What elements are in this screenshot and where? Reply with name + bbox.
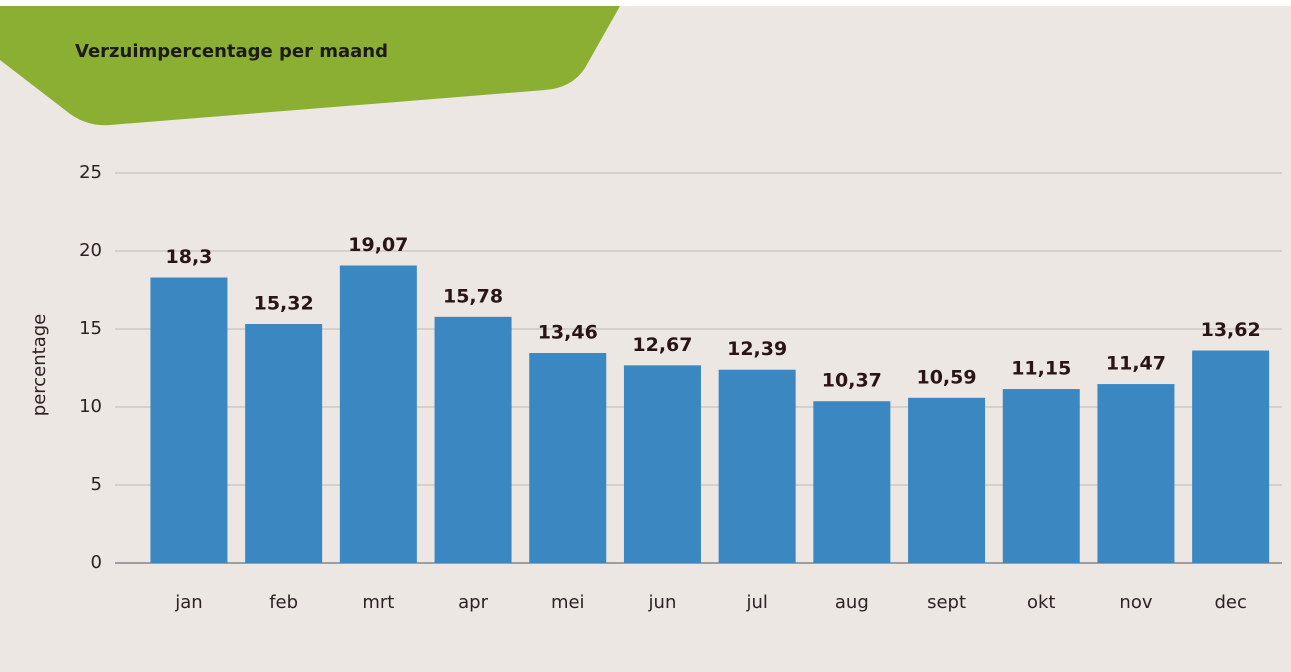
bar xyxy=(718,369,796,563)
bar xyxy=(339,265,417,563)
value-label: 11,15 xyxy=(1011,358,1071,380)
x-tick-label: jun xyxy=(648,592,677,613)
y-tick-label: 25 xyxy=(79,162,102,183)
bar xyxy=(813,401,891,563)
y-tick-label: 5 xyxy=(91,474,102,495)
x-tick-label: dec xyxy=(1214,592,1246,613)
value-label: 19,07 xyxy=(348,234,408,256)
value-label: 10,59 xyxy=(916,366,976,388)
x-tick-label: mrt xyxy=(362,592,394,613)
bar xyxy=(1192,350,1270,563)
bar xyxy=(1097,384,1175,563)
value-label: 12,39 xyxy=(727,338,787,360)
value-label: 13,46 xyxy=(538,322,598,344)
value-label: 11,47 xyxy=(1106,353,1166,375)
y-tick-label: 0 xyxy=(91,552,102,573)
value-label: 15,32 xyxy=(254,293,314,315)
bar xyxy=(529,353,607,563)
x-tick-label: okt xyxy=(1027,592,1056,613)
x-tick-label: aug xyxy=(835,592,869,613)
bar xyxy=(1002,389,1080,563)
x-tick-label: jul xyxy=(745,592,767,613)
title-banner xyxy=(0,6,620,126)
x-tick-label: feb xyxy=(269,592,298,613)
x-tick-label: sept xyxy=(927,592,966,613)
y-tick-label: 15 xyxy=(79,318,102,339)
bar xyxy=(434,316,512,563)
x-tick-label: mei xyxy=(551,592,585,613)
x-tick-label: apr xyxy=(458,592,488,613)
x-tick-label: nov xyxy=(1119,592,1152,613)
x-tick-label: jan xyxy=(174,592,202,613)
bar xyxy=(908,397,986,563)
value-label: 18,3 xyxy=(166,246,213,268)
y-tick-label: 10 xyxy=(79,396,102,417)
value-label: 15,78 xyxy=(443,285,503,307)
value-label: 12,67 xyxy=(632,334,692,356)
chart-title: Verzuimpercentage per maand xyxy=(75,41,388,62)
bar xyxy=(623,365,701,563)
bar xyxy=(150,277,228,563)
bar xyxy=(245,324,323,563)
y-axis-label: percentage xyxy=(29,314,50,416)
value-label: 10,37 xyxy=(822,370,882,392)
value-label: 13,62 xyxy=(1201,319,1261,341)
y-tick-label: 20 xyxy=(79,240,102,261)
